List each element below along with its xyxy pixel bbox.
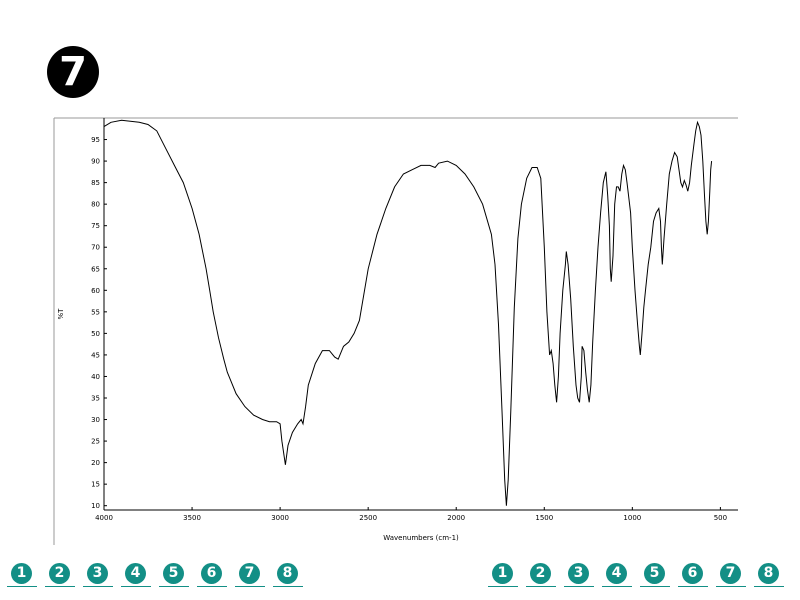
y-axis-label: %T [57,308,65,320]
nav-underline [235,586,265,587]
x-tick-label: 4000 [95,514,113,522]
y-tick-label: 25 [91,438,100,446]
nav-underline [564,586,594,587]
y-tick-label: 55 [91,308,100,316]
nav-underline [7,586,37,587]
nav-button-label: 8 [758,563,779,584]
nav-button-8[interactable]: 8 [754,562,784,588]
nav-button-label: 1 [11,563,32,584]
x-tick-label: 500 [714,514,727,522]
x-tick-label: 1500 [535,514,553,522]
nav-button-5[interactable]: 5 [159,562,189,588]
nav-underline [273,586,303,587]
slide-number-badge: 7 [47,46,99,98]
nav-button-label: 3 [568,563,589,584]
nav-underline [526,586,556,587]
y-tick-label: 70 [91,244,100,252]
nav-underline [197,586,227,587]
y-tick-label: 90 [91,158,100,166]
nav-button-label: 2 [49,563,70,584]
nav-underline [640,586,670,587]
nav-underline [488,586,518,587]
nav-underline [159,586,189,587]
ir-spectrum-chart: 10 15 20 25 30 35 40 45 50 55 60 65 70 75 80 85 90 95 400… [53,117,738,545]
nav-button-label: 4 [125,563,146,584]
nav-button-6[interactable]: 6 [197,562,227,588]
x-axis-ticks: 4000 3500 3000 2500 2000 1500 1000 500 [95,507,727,522]
x-tick-label: 1000 [623,514,641,522]
nav-button-7[interactable]: 7 [716,562,746,588]
x-tick-label: 2500 [359,514,377,522]
nav-underline [83,586,113,587]
nav-button-label: 8 [277,563,298,584]
x-axis-label: Wavenumbers (cm-1) [383,534,459,542]
nav-button-2[interactable]: 2 [45,562,75,588]
nav-underline [602,586,632,587]
nav-underline [45,586,75,587]
nav-button-3[interactable]: 3 [83,562,113,588]
nav-button-1[interactable]: 1 [7,562,37,588]
nav-button-label: 5 [644,563,665,584]
y-tick-label: 35 [91,395,100,403]
nav-button-label: 4 [606,563,627,584]
y-tick-label: 50 [91,330,100,338]
nav-underline [716,586,746,587]
nav-button-label: 5 [163,563,184,584]
y-tick-label: 65 [91,265,100,273]
y-tick-label: 85 [91,179,100,187]
nav-button-label: 7 [239,563,260,584]
y-tick-label: 30 [91,416,100,424]
y-tick-label: 60 [91,287,100,295]
nav-button-7[interactable]: 7 [235,562,265,588]
nav-button-6[interactable]: 6 [678,562,708,588]
nav-button-5[interactable]: 5 [640,562,670,588]
nav-button-label: 6 [201,563,222,584]
x-tick-label: 3500 [183,514,201,522]
nav-button-label: 6 [682,563,703,584]
y-tick-label: 95 [91,136,100,144]
nav-button-8[interactable]: 8 [273,562,303,588]
y-tick-label: 40 [91,373,100,381]
nav-button-2[interactable]: 2 [526,562,556,588]
nav-underline [754,586,784,587]
y-tick-label: 15 [91,481,100,489]
y-tick-label: 10 [91,502,100,510]
nav-button-1[interactable]: 1 [488,562,518,588]
y-tick-label: 80 [91,201,100,209]
nav-button-4[interactable]: 4 [602,562,632,588]
nav-button-label: 2 [530,563,551,584]
x-tick-label: 3000 [271,514,289,522]
y-tick-label: 75 [91,222,100,230]
y-tick-label: 20 [91,459,100,467]
nav-button-label: 1 [492,563,513,584]
y-tick-label: 45 [91,351,100,359]
nav-underline [678,586,708,587]
nav-button-4[interactable]: 4 [121,562,151,588]
x-tick-label: 2000 [447,514,465,522]
nav-button-label: 7 [720,563,741,584]
nav-button-label: 3 [87,563,108,584]
nav-button-3[interactable]: 3 [564,562,594,588]
transmittance-trace [103,119,713,506]
y-axis-ticks: 10 15 20 25 30 35 40 45 50 55 60 65 70 75 80 85 90 95 [91,136,107,510]
nav-underline [121,586,151,587]
